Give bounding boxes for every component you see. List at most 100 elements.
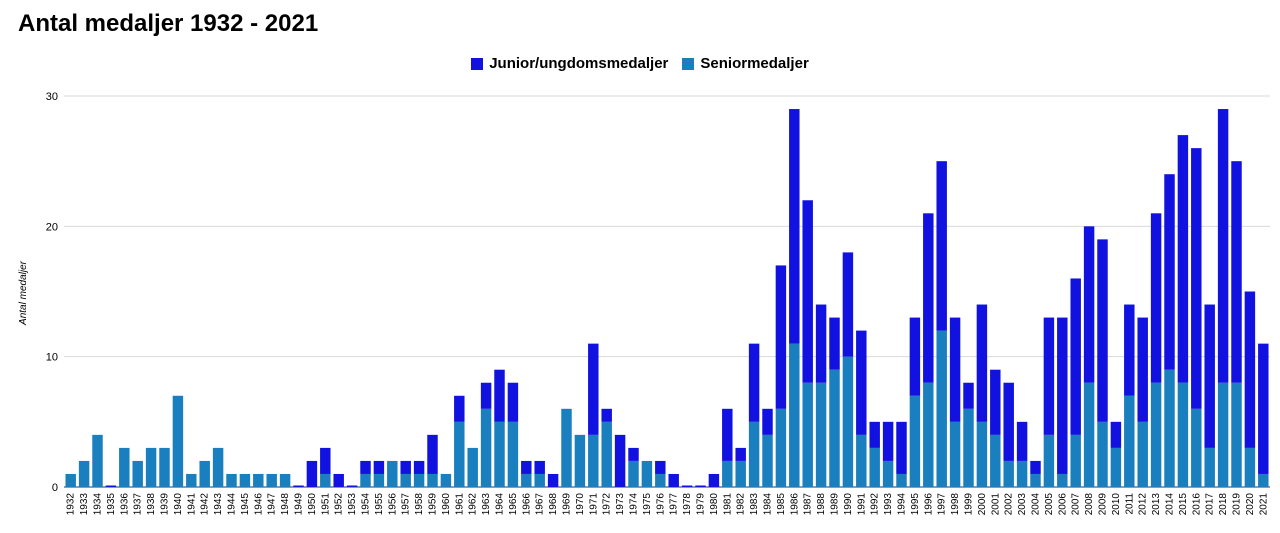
x-tick-label: 1984 <box>763 493 774 516</box>
bar-senior-2001 <box>990 434 1001 487</box>
x-tick-label: 1934 <box>93 493 104 516</box>
bar-junior-2020 <box>1244 291 1256 448</box>
x-tick-label: 2016 <box>1191 493 1202 516</box>
bar-junior-1977 <box>668 473 679 487</box>
bar-senior-1976 <box>655 473 666 487</box>
bar-senior-1948 <box>279 473 291 487</box>
x-tick-label: 2013 <box>1151 493 1162 516</box>
bar-senior-1961 <box>454 421 465 487</box>
bar-empty-1953 <box>346 485 358 487</box>
bar-senior-1934 <box>92 434 103 487</box>
x-tick-label: 1946 <box>253 493 264 516</box>
x-tick-label: 1975 <box>642 493 653 516</box>
bar-senior-2014 <box>1164 369 1175 487</box>
bar-senior-1986 <box>789 343 800 487</box>
x-tick-label: 2019 <box>1232 493 1243 516</box>
bar-junior-1967 <box>534 460 545 474</box>
legend-item-senior: Seniormedaljer <box>682 55 809 72</box>
bar-junior-1998 <box>949 317 961 422</box>
bar-junior-1983 <box>748 343 760 422</box>
y-tick-label: 30 <box>46 91 58 103</box>
bar-senior-1990 <box>842 356 854 487</box>
bar-junior-2002 <box>1003 382 1014 461</box>
x-tick-label: 1962 <box>468 493 479 516</box>
x-tick-label: 1979 <box>696 493 707 516</box>
bar-senior-1937 <box>132 460 143 487</box>
bar-senior-1967 <box>534 473 545 487</box>
x-tick-label: 1949 <box>294 493 305 516</box>
bar-senior-1966 <box>521 473 532 487</box>
bar-senior-1936 <box>119 447 130 487</box>
x-tick-label: 1953 <box>347 493 358 516</box>
bar-junior-2021 <box>1258 343 1269 474</box>
x-tick-label: 1972 <box>602 493 613 516</box>
x-tick-label: 1994 <box>897 493 908 516</box>
x-tick-label: 1957 <box>401 493 412 516</box>
bar-senior-2011 <box>1124 395 1135 487</box>
y-tick-label: 20 <box>46 221 58 233</box>
bar-senior-1998 <box>949 421 961 487</box>
bar-senior-1939 <box>159 447 170 487</box>
x-tick-label: 2002 <box>1004 493 1015 516</box>
x-tick-label: 2014 <box>1165 493 1176 516</box>
x-tick-label: 1985 <box>776 493 787 516</box>
x-tick-label: 2021 <box>1258 493 1269 516</box>
x-tick-label: 1932 <box>66 493 77 516</box>
x-tick-label: 2007 <box>1071 493 1082 516</box>
bar-senior-2002 <box>1003 460 1014 487</box>
bar-senior-1983 <box>748 421 760 487</box>
bar-senior-1982 <box>735 460 746 487</box>
bar-junior-1973 <box>614 434 626 487</box>
x-tick-label: 1964 <box>495 493 506 516</box>
bar-senior-1965 <box>507 421 519 487</box>
bar-junior-2006 <box>1057 317 1068 474</box>
x-tick-label: 1954 <box>361 493 372 516</box>
x-tick-label: 1938 <box>146 493 157 516</box>
bar-junior-1952 <box>333 473 344 487</box>
bar-senior-1962 <box>467 447 478 487</box>
x-tick-label: 1951 <box>320 493 331 516</box>
x-tick-label: 2004 <box>1031 493 1042 516</box>
x-tick-label: 2015 <box>1178 493 1189 516</box>
bar-senior-1999 <box>963 408 974 487</box>
x-tick-label: 1971 <box>588 493 599 516</box>
bar-senior-1958 <box>413 473 425 487</box>
x-tick-label: 1986 <box>789 493 800 516</box>
bar-junior-2014 <box>1164 174 1175 370</box>
x-tick-label: 2001 <box>990 493 1001 516</box>
bar-junior-1955 <box>373 460 385 474</box>
bar-senior-1946 <box>253 473 264 487</box>
x-tick-label: 2000 <box>977 493 988 516</box>
x-tick-label: 1945 <box>240 493 251 516</box>
bar-senior-1974 <box>628 460 639 487</box>
x-tick-label: 1996 <box>923 493 934 516</box>
bar-junior-2012 <box>1137 317 1148 422</box>
x-tick-label: 2018 <box>1218 493 1229 516</box>
bar-junior-2008 <box>1083 226 1095 383</box>
x-tick-label: 1961 <box>454 493 465 516</box>
bar-senior-1932 <box>65 473 76 487</box>
bar-senior-1942 <box>199 460 210 487</box>
bar-senior-1964 <box>494 421 505 487</box>
bar-senior-1997 <box>936 330 947 487</box>
x-tick-label: 1956 <box>387 493 398 516</box>
bar-junior-1963 <box>480 382 492 409</box>
x-tick-label: 1987 <box>803 493 814 516</box>
x-tick-label: 1960 <box>441 493 452 516</box>
legend-label-junior: Junior/ungdomsmedaljer <box>489 55 669 72</box>
x-tick-label: 1982 <box>736 493 747 516</box>
bar-junior-1984 <box>762 408 773 435</box>
bar-senior-1959 <box>427 473 438 487</box>
bar-senior-2021 <box>1258 473 1269 487</box>
x-tick-label: 2005 <box>1044 493 1055 516</box>
bar-junior-2015 <box>1177 135 1189 383</box>
bar-junior-2001 <box>990 369 1001 435</box>
x-tick-label: 1966 <box>521 493 532 516</box>
bar-junior-1961 <box>454 395 465 422</box>
x-tick-label: 1983 <box>749 493 760 516</box>
x-tick-label: 1999 <box>964 493 975 516</box>
bar-junior-2005 <box>1043 317 1055 435</box>
x-tick-label: 1936 <box>119 493 130 516</box>
bar-senior-1955 <box>373 473 385 487</box>
x-tick-label: 2003 <box>1017 493 1028 516</box>
